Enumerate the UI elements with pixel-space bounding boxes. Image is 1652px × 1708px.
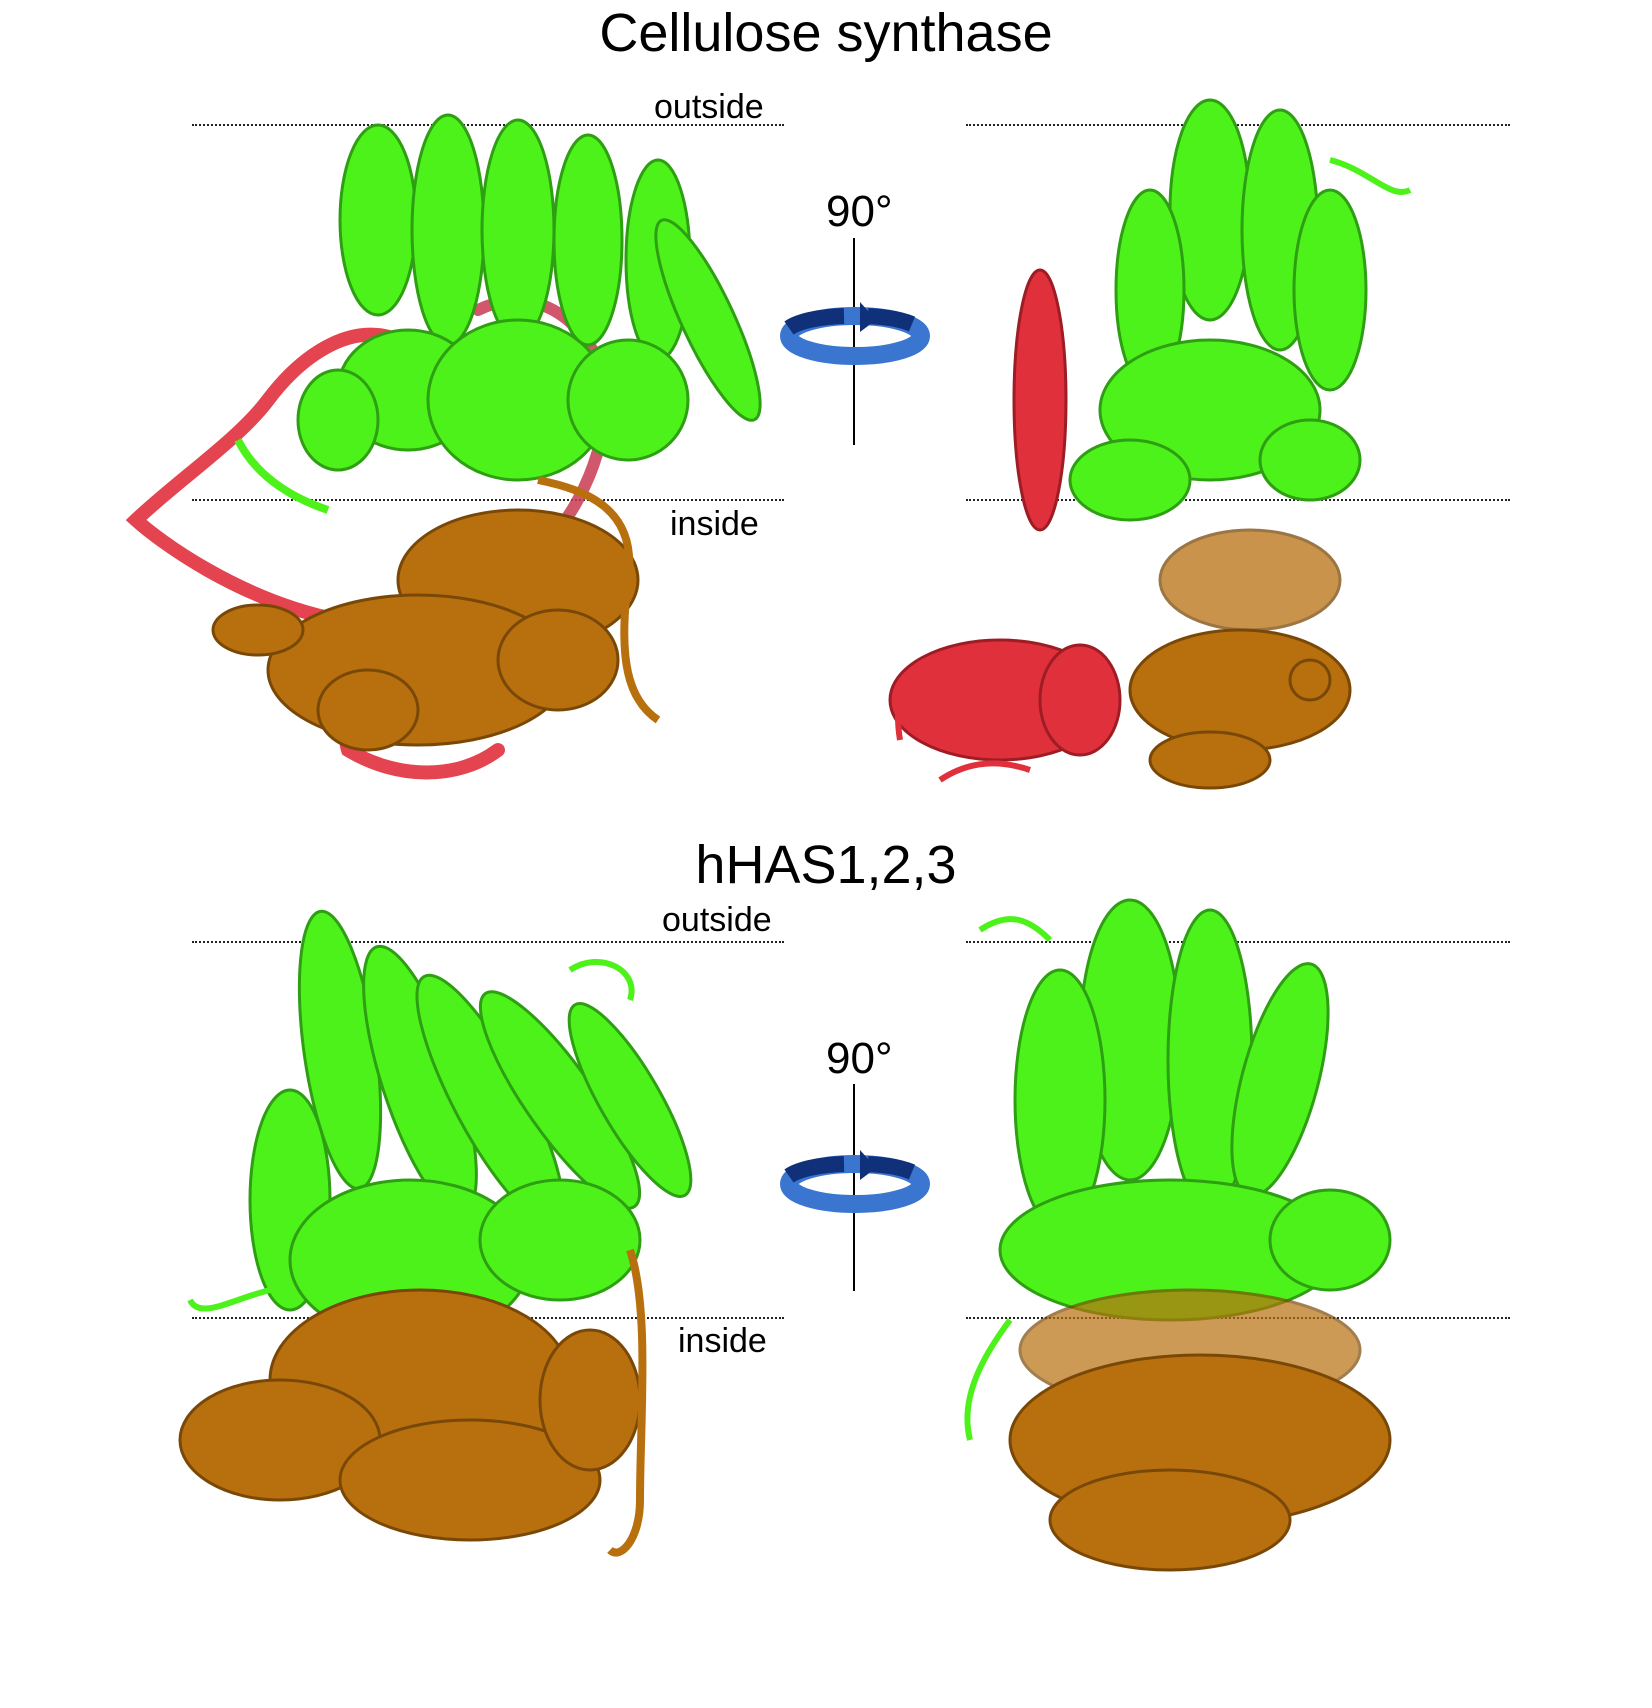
title-cellulose-synthase: Cellulose synthase bbox=[599, 3, 1053, 63]
title-hhas: hHAS1,2,3 bbox=[695, 835, 957, 895]
rotation-arrow-icon bbox=[780, 302, 930, 365]
cellulose-synthase-structure-side bbox=[888, 98, 1412, 790]
cellulose-synthase-structure-front bbox=[125, 113, 762, 780]
membrane-outer-line-bottom-left bbox=[192, 941, 784, 943]
membrane-outer-line-top-left bbox=[192, 124, 784, 126]
rotation-axis-top bbox=[853, 238, 855, 445]
hhas-structure-front bbox=[178, 909, 693, 1557]
inside-label-top: inside bbox=[670, 505, 759, 543]
outside-label-top: outside bbox=[654, 88, 764, 126]
membrane-inner-line-top-left bbox=[192, 499, 784, 501]
rotation-arrow-icon bbox=[780, 1150, 930, 1213]
membrane-outer-line-top-right bbox=[966, 124, 1510, 126]
outside-label-bottom: outside bbox=[662, 901, 772, 939]
rotation-angle-bottom: 90° bbox=[826, 1034, 893, 1083]
rotation-angle-top: 90° bbox=[826, 187, 893, 236]
rotation-axis-bottom bbox=[853, 1084, 855, 1291]
membrane-outer-line-bottom-right bbox=[966, 941, 1510, 943]
inside-label-bottom: inside bbox=[678, 1322, 767, 1360]
hhas-structure-side bbox=[964, 898, 1392, 1572]
membrane-inner-line-top-right bbox=[966, 499, 1510, 501]
